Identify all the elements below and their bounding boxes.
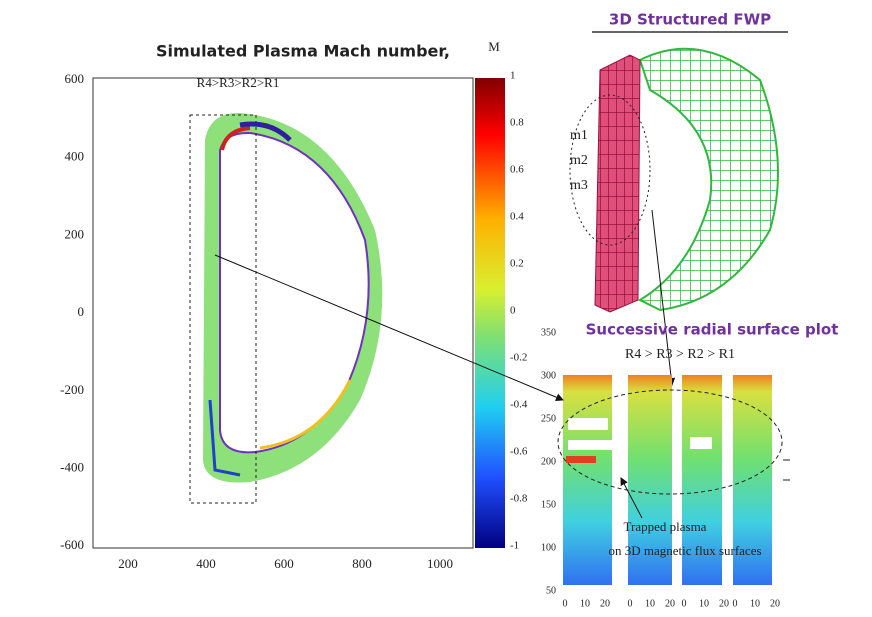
colorbar-tick: 0.2 [510,258,524,270]
y-tick-label: 200 [65,226,85,241]
y-tick-label: 50 [546,585,556,596]
colorbar-tick: 0.8 [510,117,524,129]
colorbar-tick: 0.4 [510,211,524,223]
plot-title: Simulated Plasma Mach number, [156,42,450,61]
plot-subtitle: R4>R3>R2>R1 [197,75,280,90]
x-tick-label: 20 [600,598,610,609]
y-tick-label: 300 [541,370,556,381]
x-tick-label: 10 [580,598,590,609]
colorbar-tick: 0.6 [510,164,524,176]
x-tick-label: 20 [770,598,780,609]
x-tick-label: 0 [563,598,568,609]
gap [568,440,618,450]
annotation: on 3D magnetic flux surfaces [608,543,761,558]
colorbar [475,78,505,548]
x-tick-label: 800 [352,556,372,571]
colorbar-tick: -0.6 [510,446,528,458]
fwp-label: m3 [570,178,588,193]
x-tick-label: 10 [750,598,760,609]
x-tick-label: 0 [628,598,633,609]
x-tick-label: 0 [733,598,738,609]
y-tick-label: 600 [65,71,85,86]
annotation: Trapped plasma [624,519,707,534]
fwp-shell [640,49,778,310]
y-tick-label: 400 [65,149,85,164]
y-tick-label: 0 [78,304,85,319]
x-tick-label: 200 [118,556,138,571]
x-tick-label: 400 [196,556,216,571]
colorbar-tick: -0.8 [510,493,528,505]
y-tick-label: 250 [541,413,556,424]
x-tick-label: 10 [699,598,709,609]
colorbar-tick: -1 [510,540,519,552]
x-tick-label: 20 [719,598,729,609]
y-tick-label: -400 [60,459,84,474]
x-tick-label: 20 [665,598,675,609]
surface-title: Successive radial surface plot [586,321,839,339]
surface-strip [563,375,612,585]
x-tick-label: 10 [645,598,655,609]
y-tick-label: 200 [541,456,556,467]
colorbar-tick: -0.4 [510,399,528,411]
gap [568,418,608,430]
fwp-title: 3D Structured FWP [609,11,771,29]
fwp-label: m1 [570,128,588,143]
y-tick-label: 150 [541,499,556,510]
colorbar-label: M [488,39,500,54]
y-tick-label: -200 [60,382,84,397]
colorbar-tick: -0.2 [510,352,527,364]
y-tick-label: 100 [541,542,556,553]
colorbar-tick: 0 [510,305,516,317]
fwp-column [595,55,640,312]
colorbar-tick: 1 [510,70,516,82]
fwp-label: m2 [570,153,588,168]
x-tick-label: 1000 [427,556,453,571]
gap [690,437,712,449]
x-tick-label: 600 [274,556,294,571]
x-tick-label: 0 [682,598,687,609]
y-tick-label: -600 [60,537,84,552]
hot [566,456,596,463]
y-tick-label: 350 [541,327,556,338]
figure: Simulated Plasma Mach number, R4>R3>R2>R… [0,0,872,613]
surface-subtitle: R4 > R3 > R2 > R1 [625,347,735,362]
